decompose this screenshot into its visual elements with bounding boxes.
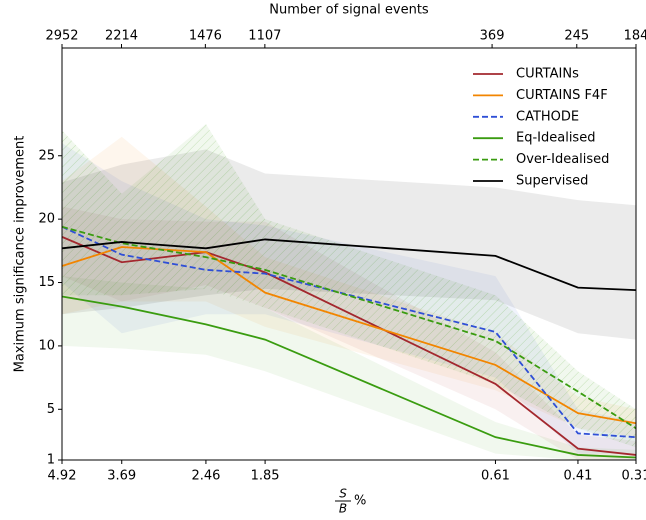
x-label-denominator: B [339, 502, 347, 516]
y-tick-label: 20 [38, 212, 55, 227]
plot-frame [61, 47, 637, 461]
series-line [61, 225, 637, 430]
legend-label: Supervised [516, 174, 588, 189]
top-tick-label: 1107 [248, 29, 281, 44]
series-line [61, 225, 637, 439]
y-tick-label: 1 [47, 453, 55, 468]
x-tick-label: 0.61 [481, 469, 510, 484]
top-tick-label: 184 [624, 29, 646, 44]
series-line [61, 295, 637, 459]
top-tick-label: 369 [480, 29, 505, 44]
series-line [61, 236, 637, 456]
top-tick-label: 1476 [189, 29, 222, 44]
legend-label: Over-Idealised [516, 152, 609, 167]
x-tick-label: 2.46 [191, 469, 220, 484]
top-tick-label: 245 [564, 29, 589, 44]
x-label-numerator: S [339, 487, 347, 501]
x-tick-label: 1.85 [251, 469, 280, 484]
y-tick-label: 25 [38, 148, 55, 163]
top-tick-label: 2214 [105, 29, 138, 44]
x-tick-label: 3.69 [107, 469, 136, 484]
legend-label: Eq-Idealised [516, 131, 595, 146]
x-tick-label: 4.92 [48, 469, 77, 484]
series-line [61, 246, 637, 425]
legend-label: CATHODE [516, 109, 579, 124]
y-axis-title: Maximum significance improvement [13, 136, 28, 373]
x-tick-label: 0.31 [622, 469, 646, 484]
series-line [61, 238, 637, 292]
y-tick-label: 15 [38, 275, 55, 290]
legend-label: CURTAINs [516, 67, 579, 82]
uncertainty-band [62, 276, 636, 460]
uncertainty-band [62, 149, 636, 340]
x-label-suffix: % [354, 494, 366, 509]
y-tick-label: 5 [47, 402, 55, 417]
band-hatch [62, 124, 636, 448]
top-axis-title: Number of signal events [269, 3, 429, 18]
legend-label: CURTAINS F4F [516, 88, 608, 103]
top-tick-label: 2952 [45, 29, 78, 44]
y-tick-label: 10 [38, 338, 55, 353]
x-tick-label: 0.41 [563, 469, 592, 484]
